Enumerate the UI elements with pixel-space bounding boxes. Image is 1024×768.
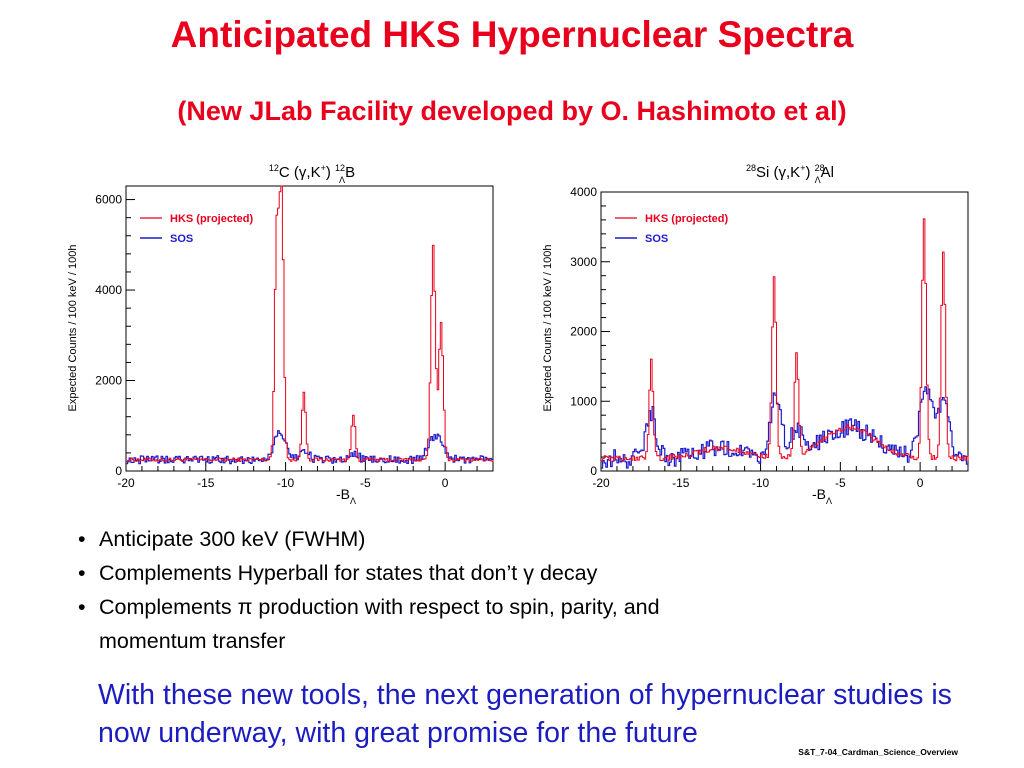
plot-frame [125,185,494,472]
sos-line [126,430,494,465]
x-axis-label: -BΛ [336,486,356,506]
slide-title: Anticipated HKS Hypernuclear Spectra [170,14,854,55]
x-tick-label: -15 [672,476,690,490]
y-axis-label: Expected Counts / 100 keV / 100h [542,245,554,412]
slide-subtitle: (New JLab Facility developed by O. Hashi… [177,96,847,126]
legend-sos-label: SOS [645,233,668,245]
legend-sos-label: SOS [170,233,193,245]
y-tick-label: 2000 [95,374,122,388]
chart-title: 12C (γ,K+) 12 ΛB [269,163,355,185]
x-tick-label: -20 [592,476,610,490]
y-tick-label: 4000 [95,283,122,297]
bullet-list: • Anticipate 300 keV (FWHM) • Complements … [78,522,878,658]
footer-label: S&T_7-04_Cardman_Science_Overview [798,747,958,757]
legend-hks-label: HKS (projected) [170,213,253,225]
bullet-item: • Complements π production with respect t… [78,595,660,619]
y-tick-label: 3000 [570,255,597,269]
x-tick-label: -15 [197,476,215,490]
legend: HKS (projected) SOS [615,213,728,245]
y-tick-label: 6000 [95,193,122,207]
x-tick-label: -10 [752,476,770,490]
series-lines [126,185,494,465]
y-tick-label: 4000 [570,185,597,199]
y-tick-label: 0 [115,464,122,478]
x-axis-label: -BΛ [812,486,832,506]
hks-projected-line [601,218,969,462]
sos-line [601,386,969,469]
conclusion-text: With these new tools, the next generatio… [98,679,952,749]
chart-title: 28Si (γ,K+) 28 ΛAl [746,163,834,185]
x-tick-label: -20 [117,476,135,490]
bullet-item-continuation: momentum transfer [99,629,286,653]
legend-hks-label: HKS (projected) [645,213,728,225]
y-tick-label: 1000 [570,394,597,408]
bullet-item: • Anticipate 300 keV (FWHM) [78,527,366,551]
y-axis-label: Expected Counts / 100 keV / 100h [67,245,79,412]
x-tick-label: -5 [360,476,371,490]
y-tick-label: 0 [590,464,597,478]
chart-28si-spectrum: 28Si (γ,K+) 28 ΛAl -20 -15 -10 -5 0 0 1000 2000 3… [542,163,969,506]
chart-12c-spectrum: 12C (γ,K+) 12 ΛB -20 -15 -10 -5 0 0 2000 4000 600… [67,163,494,506]
axis-ticks: -20 -15 -10 -5 0 0 2000 4000 6000 [95,193,494,490]
bullet-item: • Complements Hyperball for states that d… [78,561,598,585]
series-lines [601,218,969,469]
hks-projected-line [126,185,494,462]
legend: HKS (projected) SOS [140,213,253,245]
x-tick-label: -10 [277,476,295,490]
x-tick-label: 0 [442,476,449,490]
axis-ticks: -20 -15 -10 -5 0 0 1000 2000 3000 4000 [570,185,969,490]
y-tick-label: 2000 [570,325,597,339]
x-tick-label: 0 [917,476,924,490]
x-tick-label: -5 [835,476,846,490]
